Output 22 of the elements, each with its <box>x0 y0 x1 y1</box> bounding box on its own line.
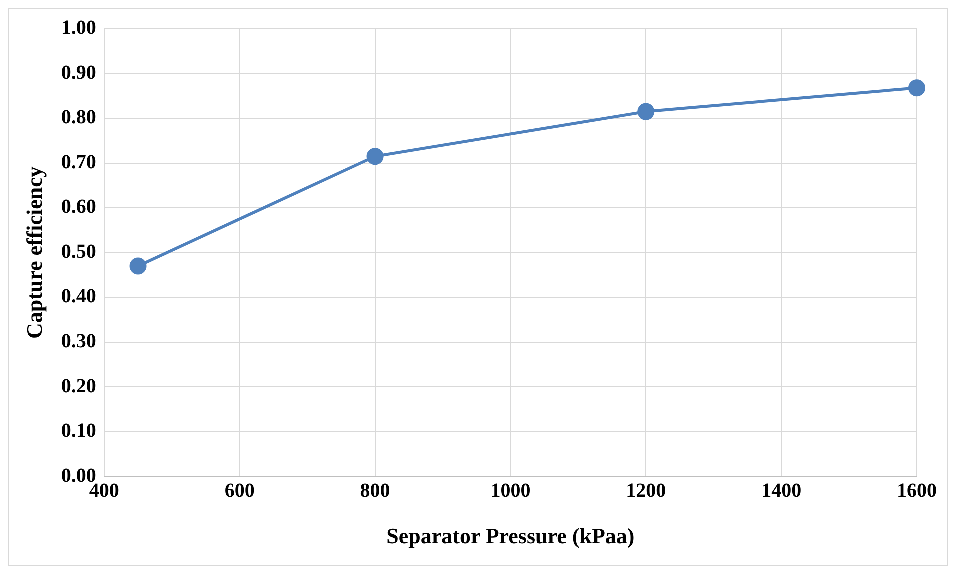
y-tick-label: 0.50 <box>61 240 96 263</box>
y-tick-label: 0.90 <box>61 62 96 84</box>
x-tick-label: 1000 <box>490 480 531 502</box>
y-tick-label: 0.10 <box>61 420 96 442</box>
x-tick-label: 1600 <box>897 480 937 502</box>
x-axis-title: Separator Pressure (kPaa) <box>386 523 635 548</box>
y-tick-label: 0.40 <box>61 286 96 308</box>
y-tick-label: 0.80 <box>61 106 96 129</box>
x-tick-label: 600 <box>224 480 255 502</box>
y-axis-title: Capture efficiency <box>22 166 47 340</box>
point <box>638 103 655 120</box>
x-tick-label: 1400 <box>762 480 802 502</box>
y-tick-label: 0.60 <box>61 196 96 218</box>
y-tick-label: 1.00 <box>61 17 96 40</box>
point <box>366 148 384 166</box>
x-tick-label: 800 <box>360 480 390 502</box>
y-tick-label: 0.70 <box>61 151 96 174</box>
y-tick-label: 0.30 <box>61 330 96 352</box>
y-tick-label: 0.20 <box>61 375 96 398</box>
point <box>908 80 926 97</box>
point <box>130 258 147 275</box>
x-tick-label: 1200 <box>626 480 666 502</box>
